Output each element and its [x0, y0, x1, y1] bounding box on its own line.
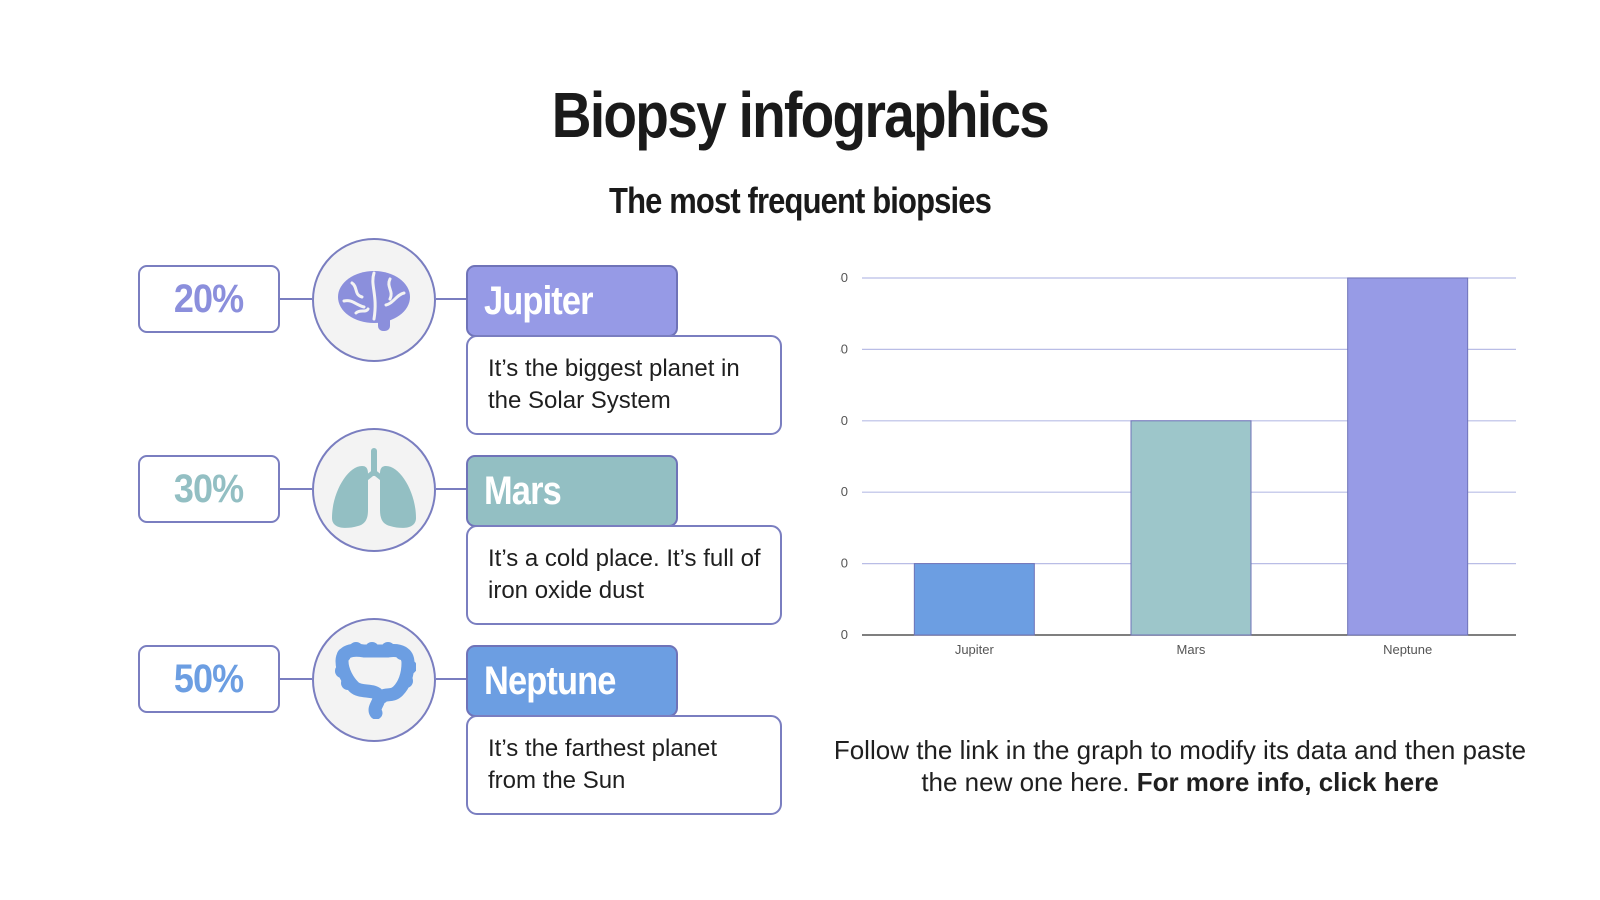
y-tick-label: 10 — [840, 556, 848, 571]
y-tick-label: 50 — [840, 270, 848, 285]
page-title: Biopsy infographics — [551, 79, 1050, 151]
connector-line — [280, 298, 312, 300]
biopsy-row-mars: 30% Mars It’s a cold place. It’s full of… — [0, 428, 800, 625]
connector-line — [280, 488, 312, 490]
bar-mars — [1130, 420, 1252, 636]
intestine-icon — [335, 642, 416, 719]
item-name: Mars — [484, 468, 562, 513]
item-name: Jupiter — [484, 278, 594, 323]
x-tick-label: Neptune — [1383, 642, 1432, 657]
item-description: It’s a cold place. It’s full of iron oxi… — [488, 545, 761, 604]
icon-circle — [312, 618, 436, 742]
item-name: Neptune — [484, 658, 616, 703]
percent-box: 20% — [138, 265, 280, 333]
percent-value: 30% — [174, 466, 244, 511]
connector-line — [436, 298, 466, 300]
more-info-link[interactable]: For more info, click here — [1136, 767, 1439, 797]
y-tick-label: 30 — [840, 413, 848, 428]
biopsy-row-neptune: 50% Neptune It’s the farthest planet fro… — [0, 618, 800, 815]
percent-box: 30% — [138, 455, 280, 523]
biopsy-row-jupiter: 20% Jupiter It’s the biggest planet in t… — [0, 238, 800, 435]
lungs-icon — [332, 448, 416, 528]
item-tag: Jupiter — [466, 265, 678, 337]
connector-line — [436, 678, 466, 680]
connector-line — [280, 678, 312, 680]
item-description-box: It’s the biggest planet in the Solar Sys… — [466, 335, 782, 435]
page-subtitle: The most frequent biopsies — [609, 180, 992, 221]
connector-line — [436, 488, 466, 490]
icon-circle — [312, 238, 436, 362]
y-tick-label: 0 — [841, 627, 848, 642]
item-tag: Neptune — [466, 645, 678, 717]
percent-value: 20% — [174, 276, 244, 321]
x-tick-label: Jupiter — [955, 642, 995, 657]
x-tick-label: Mars — [1177, 642, 1206, 657]
item-description-box: It’s the farthest planet from the Sun — [466, 715, 782, 815]
bar-jupiter — [913, 563, 1035, 636]
bar-chart[interactable]: 0 10 20 30 40 50 Jupiter Mars Neptune — [840, 270, 1520, 690]
chart-caption: Follow the link in the graph to modify i… — [820, 734, 1540, 798]
brain-icon — [338, 271, 410, 331]
item-tag: Mars — [466, 455, 678, 527]
percent-value: 50% — [174, 656, 244, 701]
item-description: It’s the biggest planet in the Solar Sys… — [488, 355, 740, 414]
item-description-box: It’s a cold place. It’s full of iron oxi… — [466, 525, 782, 625]
caption-text: Follow the link in the graph to modify i… — [833, 735, 1527, 797]
icon-circle — [312, 428, 436, 552]
item-description: It’s the farthest planet from the Sun — [488, 735, 718, 794]
percent-box: 50% — [138, 645, 280, 713]
bar-neptune — [1347, 277, 1469, 636]
y-tick-label: 20 — [840, 484, 848, 499]
y-tick-label: 40 — [840, 341, 848, 356]
